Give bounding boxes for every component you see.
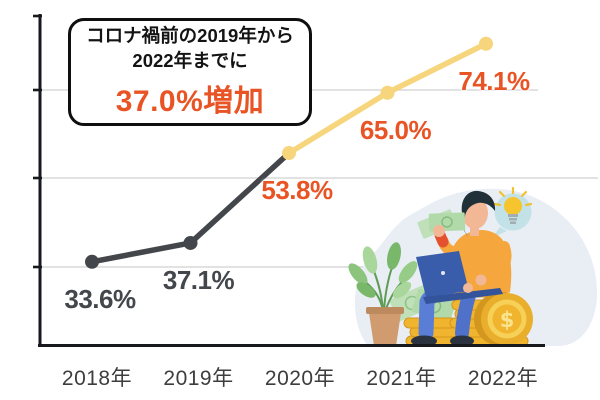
svg-text:$: $: [500, 308, 515, 332]
callout-text-line1: コロナ禍前の2019年から: [86, 25, 294, 47]
plant-icon: [348, 242, 418, 346]
callout-box: コロナ禍前の2019年から 2022年までに 37.0%増加: [68, 18, 312, 126]
cash-in-hand-icon: [417, 209, 466, 239]
laptop-icon: [416, 251, 503, 304]
dollar-coin-icon: $: [474, 292, 533, 346]
callout-highlight: 37.0%増加: [115, 84, 265, 118]
typing-hand: [463, 283, 473, 293]
callout-text-line2: 2022年までに: [132, 49, 248, 71]
